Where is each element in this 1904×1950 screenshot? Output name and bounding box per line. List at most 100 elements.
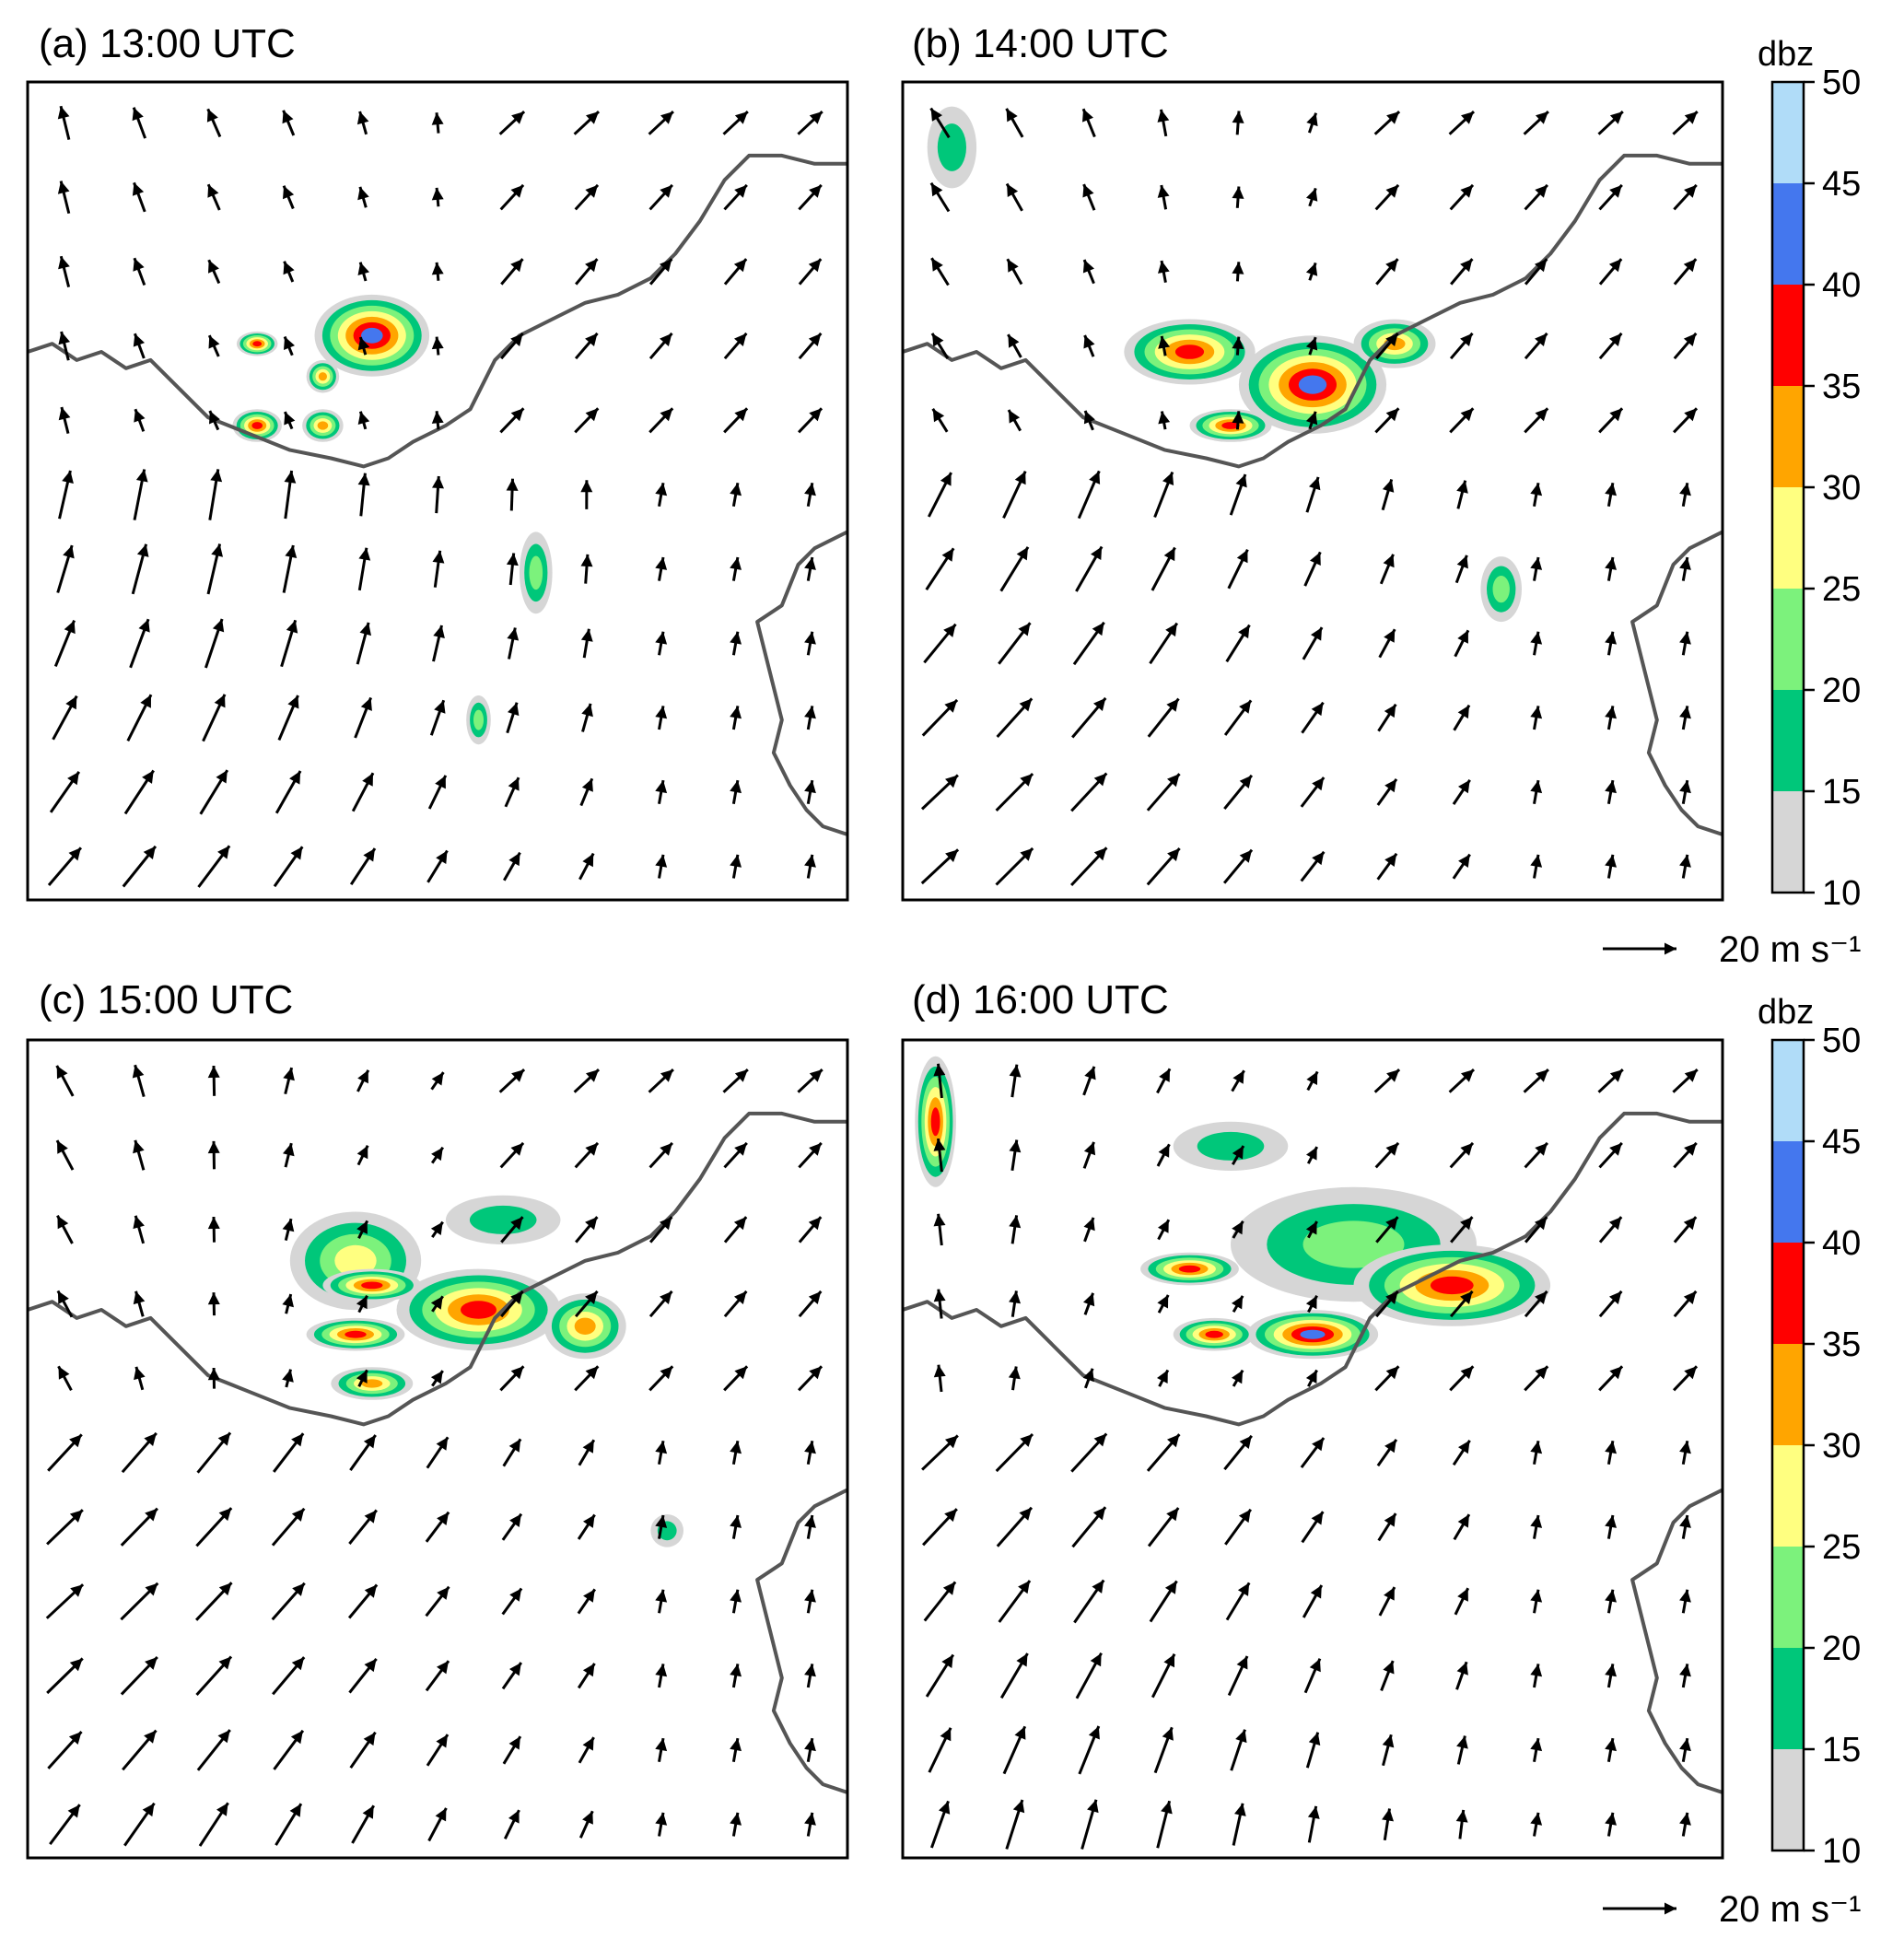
wind-vector xyxy=(1605,1440,1617,1465)
wind-vector xyxy=(1009,1139,1022,1172)
wind-vector xyxy=(426,1436,450,1469)
colorbar-tick-label: 50 xyxy=(1822,1022,1861,1060)
colorbar-tick-label: 35 xyxy=(1822,1325,1861,1364)
colorbar-level xyxy=(1772,791,1804,893)
colorbar-level xyxy=(1772,285,1804,386)
wind-vector xyxy=(430,1071,445,1091)
wind-vector xyxy=(55,1065,75,1097)
wind-vector xyxy=(996,697,1034,739)
wind-vector xyxy=(648,1365,674,1392)
echo-contour xyxy=(1178,1265,1201,1273)
wind-vector xyxy=(500,258,524,286)
wind-vector xyxy=(501,1662,523,1690)
wind-vector xyxy=(804,631,816,656)
wind-vector xyxy=(499,407,525,434)
wind-vector xyxy=(122,845,158,888)
wind-vector xyxy=(930,333,950,359)
wind-vector xyxy=(1530,1664,1543,1688)
wind-vector xyxy=(1605,1514,1617,1539)
wind-vector xyxy=(1679,1514,1691,1539)
wind-vector xyxy=(1075,545,1104,592)
wind-vector xyxy=(58,255,71,287)
wind-vector xyxy=(500,1216,524,1244)
wind-vector xyxy=(1306,1146,1319,1164)
wind-vector xyxy=(798,1290,823,1318)
wind-vector xyxy=(1605,1812,1617,1837)
wind-vector xyxy=(121,1431,158,1474)
wind-vector xyxy=(797,111,824,135)
wind-vector xyxy=(132,181,146,213)
wind-vector xyxy=(927,472,952,518)
wind-vector xyxy=(933,1364,946,1393)
echo-cell xyxy=(1238,335,1387,434)
wind-vector xyxy=(503,1809,520,1839)
wind-vector xyxy=(1300,1437,1326,1469)
wind-vector xyxy=(804,1514,816,1539)
wind-vector xyxy=(1530,779,1543,804)
wind-vector xyxy=(804,854,816,879)
vector-scale-top: 20 m s⁻¹ xyxy=(1603,929,1861,970)
wind-vector xyxy=(1232,336,1244,356)
panel-a xyxy=(28,105,847,888)
wind-vector xyxy=(648,258,673,286)
wind-vector xyxy=(1673,1141,1698,1169)
wind-vector xyxy=(925,547,955,591)
wind-vector xyxy=(1157,1294,1170,1314)
wind-vector xyxy=(1070,847,1108,887)
wind-vector xyxy=(1009,1215,1022,1244)
wind-vector xyxy=(1157,109,1170,137)
wind-vector xyxy=(207,1216,220,1243)
colorbar-level xyxy=(1772,1648,1804,1749)
wind-vector xyxy=(356,1369,368,1387)
wind-vector xyxy=(998,1580,1032,1623)
wind-vector xyxy=(730,556,742,581)
wind-vector xyxy=(1007,333,1022,358)
wind-vector xyxy=(574,183,600,211)
colorbar-tick-label: 35 xyxy=(1822,368,1861,406)
wind-vector xyxy=(1006,258,1023,286)
wind-vector xyxy=(1225,624,1251,663)
wind-vector xyxy=(1151,546,1176,591)
wind-vector xyxy=(1448,1068,1476,1093)
wind-vector xyxy=(271,1582,306,1621)
wind-vector xyxy=(804,556,816,581)
wind-vector xyxy=(1232,186,1244,208)
wind-vector xyxy=(1375,1216,1399,1244)
wind-vector xyxy=(1223,774,1254,811)
wind-vector xyxy=(804,779,816,804)
wind-vector xyxy=(347,1583,379,1619)
wind-vector xyxy=(507,627,520,660)
echo-cell xyxy=(302,409,344,442)
wind-vector xyxy=(730,1664,742,1688)
wind-vector xyxy=(730,1440,742,1465)
wind-vector xyxy=(1679,482,1691,508)
echo-contour xyxy=(930,1107,940,1137)
wind-vector xyxy=(502,1438,522,1467)
wind-vector xyxy=(49,1804,81,1846)
wind-vector xyxy=(921,698,959,737)
wind-vector xyxy=(1005,1799,1025,1850)
echo-contour xyxy=(529,555,543,590)
wind-vector xyxy=(133,1290,146,1317)
wind-vector xyxy=(1153,471,1174,519)
wind-vector xyxy=(47,1433,83,1472)
wind-vector xyxy=(199,769,229,815)
wind-vector xyxy=(122,1729,158,1771)
wind-vector xyxy=(1300,850,1326,882)
wind-vector xyxy=(1672,111,1699,135)
wind-vector xyxy=(995,1432,1034,1473)
wind-vector xyxy=(1605,779,1617,804)
wind-vector xyxy=(356,111,369,135)
wind-vector xyxy=(933,1213,946,1246)
wind-vector xyxy=(1071,696,1107,739)
wind-vector xyxy=(1157,1219,1171,1241)
wind-vector xyxy=(431,411,444,430)
wind-vector xyxy=(425,1585,450,1617)
echo-cell xyxy=(1189,409,1272,442)
wind-vector xyxy=(723,1216,748,1244)
wind-vector xyxy=(1524,1365,1549,1392)
colorbar-tick-label: 45 xyxy=(1822,1123,1861,1162)
wind-vector xyxy=(57,105,71,140)
